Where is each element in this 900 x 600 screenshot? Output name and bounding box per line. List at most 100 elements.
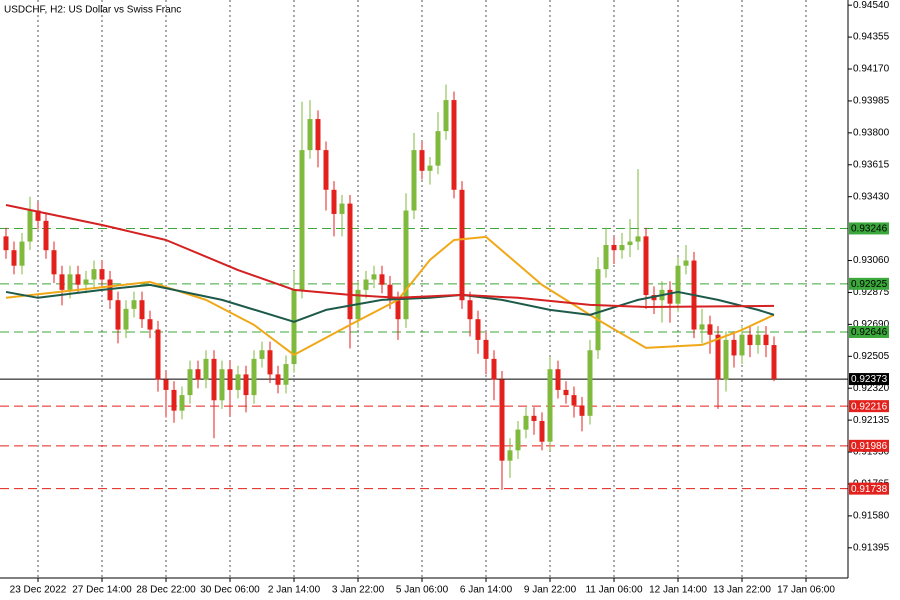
candle-body	[323, 150, 329, 190]
moving-average-line	[5, 203, 775, 308]
level-label-box	[849, 325, 889, 338]
candle-body	[715, 334, 721, 380]
x-tick-label: 9 Jan 22:00	[524, 585, 577, 596]
level-label: 0.91986	[851, 441, 888, 452]
candle-body	[523, 415, 529, 430]
candle-body	[147, 319, 153, 330]
candle-body	[59, 274, 65, 290]
candle-body	[27, 210, 33, 242]
candle-body	[539, 420, 545, 442]
candle-body	[475, 319, 481, 340]
candle-body	[723, 339, 729, 380]
candle-body	[379, 274, 385, 285]
candle-body	[763, 334, 769, 346]
x-tick-label: 23 Dec 2022	[10, 585, 67, 596]
x-tick-label: 3 Jan 22:00	[332, 585, 385, 596]
candle-body	[667, 289, 673, 304]
candle-body	[699, 324, 705, 330]
candle-body	[683, 260, 689, 266]
x-tick-label: 28 Dec 22:00	[136, 585, 196, 596]
candle-body	[371, 274, 377, 280]
candle-body	[451, 100, 457, 190]
level-label: 0.92925	[851, 279, 888, 290]
candle-body	[259, 350, 265, 359]
candle-body	[251, 358, 257, 396]
candle-body	[491, 358, 497, 380]
candle-body	[3, 236, 9, 251]
candle-body	[603, 245, 609, 270]
candle-body	[419, 150, 425, 171]
candle-body	[731, 339, 737, 356]
candle-body	[211, 358, 217, 401]
candle-body	[611, 245, 617, 251]
candle-body	[99, 269, 105, 280]
candle-body	[467, 300, 473, 320]
grid-layer	[37, 0, 807, 578]
y-tick-label: 0.94170	[853, 64, 890, 75]
x-tick-label: 30 Dec 06:00	[200, 585, 260, 596]
candle-body	[67, 274, 73, 290]
y-tick-label: 0.91395	[853, 542, 890, 553]
y-tick-label: 0.91580	[853, 511, 890, 522]
x-tick-label: 2 Jan 14:00	[268, 585, 321, 596]
candle-body	[243, 374, 249, 396]
candle-body	[547, 369, 553, 442]
candle-body	[275, 374, 281, 385]
y-tick-label: 0.92505	[853, 351, 890, 362]
candle-body	[507, 450, 513, 461]
candle-body	[515, 429, 521, 451]
y-tick-label: 0.93800	[853, 127, 890, 138]
candle-body	[267, 350, 273, 375]
level-label: 0.92646	[851, 327, 888, 338]
x-tick-label: 11 Jan 06:00	[585, 585, 643, 596]
candle-body	[283, 364, 289, 385]
candle-body	[347, 203, 353, 320]
y-tick-label: 0.93615	[853, 159, 890, 170]
candle-body	[771, 345, 777, 380]
level-label: 0.92373	[851, 374, 888, 385]
y-tick-label: 0.94355	[853, 32, 890, 43]
candle-body	[747, 334, 753, 346]
candle-body	[291, 289, 297, 365]
candle-body	[531, 415, 537, 421]
y-tick-label: 0.93985	[853, 96, 890, 107]
candle-body	[339, 203, 345, 214]
chart-title: USDCHF, H2: US Dollar vs Swiss Franc	[4, 5, 181, 16]
candle-body	[299, 150, 305, 290]
candle-body	[627, 241, 633, 246]
x-tick-label: 5 Jan 06:00	[396, 585, 449, 596]
candle-body	[43, 220, 49, 251]
candle-body	[427, 165, 433, 171]
candle-body	[155, 329, 161, 380]
level-label-box	[849, 277, 889, 290]
candle-body	[35, 210, 41, 221]
candle-body	[123, 308, 129, 330]
candle-body	[171, 389, 177, 411]
level-label-box	[849, 439, 889, 452]
candle-body	[11, 250, 17, 266]
candle-body	[227, 369, 233, 390]
candle-body	[83, 279, 89, 285]
candle-body	[443, 100, 449, 132]
candle-body	[51, 250, 57, 275]
candle-body	[499, 379, 505, 461]
candle-body	[483, 339, 489, 359]
level-label: 0.93246	[851, 224, 888, 235]
y-tick-label: 0.93060	[853, 255, 890, 266]
level-label: 0.91738	[851, 484, 888, 495]
level-label-box	[849, 373, 889, 386]
y-tick-label: 0.92690	[853, 319, 890, 330]
candle-body	[387, 284, 393, 301]
candle-body	[707, 324, 713, 335]
candle-body	[331, 189, 337, 214]
candle-body	[675, 265, 681, 304]
candle-body	[739, 334, 745, 356]
candle-body	[643, 236, 649, 296]
x-tick-label: 12 Jan 14:00	[649, 585, 707, 596]
y-tick-label: 0.92875	[853, 287, 890, 298]
candle-body	[203, 358, 209, 380]
y-tick-label: 0.92135	[853, 415, 890, 426]
